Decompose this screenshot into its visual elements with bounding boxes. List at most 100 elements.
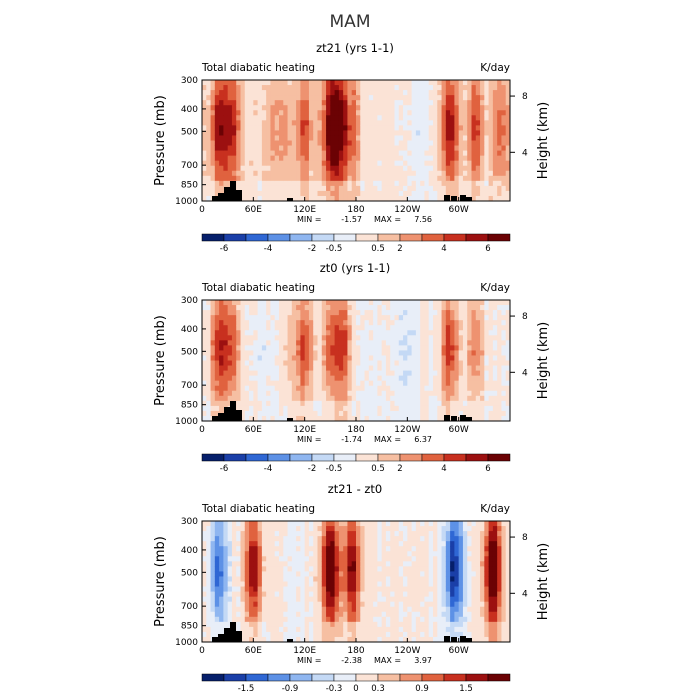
heatmap-cell [385,395,391,402]
heatmap-cell [347,536,353,542]
heatmap-cell [420,596,425,603]
heatmap-cell [428,115,434,121]
heatmap-cell [317,350,323,356]
heatmap-cell [231,100,237,106]
heatmap-cell [390,531,395,537]
heatmap-cell [407,390,413,397]
heatmap-cell [505,410,511,417]
heatmap-cell [304,551,310,557]
heatmap-cell [454,370,460,377]
heatmap-cell [394,400,400,407]
heatmap-cell [326,626,331,633]
heatmap-cell [394,305,400,311]
heatmap-cell [257,365,263,371]
colorbar-tick-label: -4 [264,244,272,254]
heatmap-cell [206,330,211,336]
heatmap-cell [291,160,297,167]
heatmap-cell [321,175,327,182]
heatmap-cell [321,95,327,101]
heatmap-cell [471,325,477,331]
heatmap-cell [249,541,254,547]
heatmap-cell [313,320,318,326]
heatmap-cell [304,140,310,146]
heatmap-cell [236,155,241,162]
heatmap-cell [437,526,442,532]
heatmap-cell [381,325,387,331]
heatmap-cell [244,330,250,336]
heatmap-cell [249,536,254,542]
heatmap-cell [308,140,314,146]
heatmap-cell [484,305,490,311]
x-tick-label: 180 [347,205,364,215]
heatmap-cell [296,110,301,116]
y-axis-label: Pressure (mb) [153,95,168,186]
heatmap-cell [261,606,267,613]
heatmap-cell [330,140,336,146]
heatmap-cell [330,335,336,341]
heatmap-cell [385,581,391,587]
heatmap-cell [497,375,502,382]
max-label: MAX = [374,215,401,224]
heatmap-cell [343,300,348,306]
heatmap-cell [377,395,383,402]
heatmap-cell [347,415,353,422]
heatmap-cell [445,360,451,366]
heatmap-cell [458,390,464,397]
heatmap-cell [240,611,246,618]
heatmap-cell [385,556,391,562]
heatmap-cell [317,410,323,417]
heatmap-cell [334,150,340,157]
heatmap-cell [291,521,297,527]
heatmap-cell [244,115,250,121]
heatmap-cell [368,145,374,151]
heatmap-cell [321,400,327,407]
heatmap-cell [377,155,383,162]
heatmap-cell [411,395,417,402]
heatmap-cell [334,320,340,326]
heatmap-cell [291,571,297,577]
heatmap-cell [351,581,357,587]
heatmap-cell [279,195,284,202]
heatmap-cell [475,100,481,106]
heatmap-cell [317,531,323,537]
heatmap-cell [223,556,229,562]
heatmap-cell [398,320,404,326]
heatmap-cell [321,526,327,532]
heatmap-cell [480,175,485,182]
heatmap-cell [321,626,327,633]
heatmap-cell [270,380,276,387]
heatmap-cell [317,601,323,608]
heatmap-cell [214,305,220,311]
heatmap-cell [338,345,344,351]
heatmap-cell [441,586,447,592]
heatmap-cell [330,185,336,192]
heatmap-cell [334,385,340,392]
heatmap-cell [206,576,211,582]
heatmap-cell [467,165,472,172]
heatmap-cell [364,626,370,633]
heatmap-cell [236,380,241,387]
heatmap-cell [424,616,430,623]
heatmap-cell [317,586,323,592]
heatmap-cell [300,556,306,562]
heatmap-cell [351,541,357,547]
heatmap-cell [300,616,306,623]
topography-block [236,190,242,201]
heatmap-cell [321,370,327,377]
heatmap-cell [313,80,318,86]
heatmap-cell [313,631,318,638]
heatmap-cell [214,536,220,542]
heatmap-cell [296,360,301,366]
heatmap-cell [505,115,511,121]
heatmap-cell [437,120,442,126]
heatmap-cell [270,365,276,371]
heatmap-cell [385,170,391,177]
heatmap-cell [390,546,395,552]
heatmap-cell [343,631,348,638]
heatmap-cell [428,140,434,146]
heatmap-cell [433,395,438,402]
heatmap-cell [501,125,507,131]
heatmap-cell [231,145,237,151]
heatmap-cell [385,120,391,126]
heatmap-cell [244,591,250,598]
